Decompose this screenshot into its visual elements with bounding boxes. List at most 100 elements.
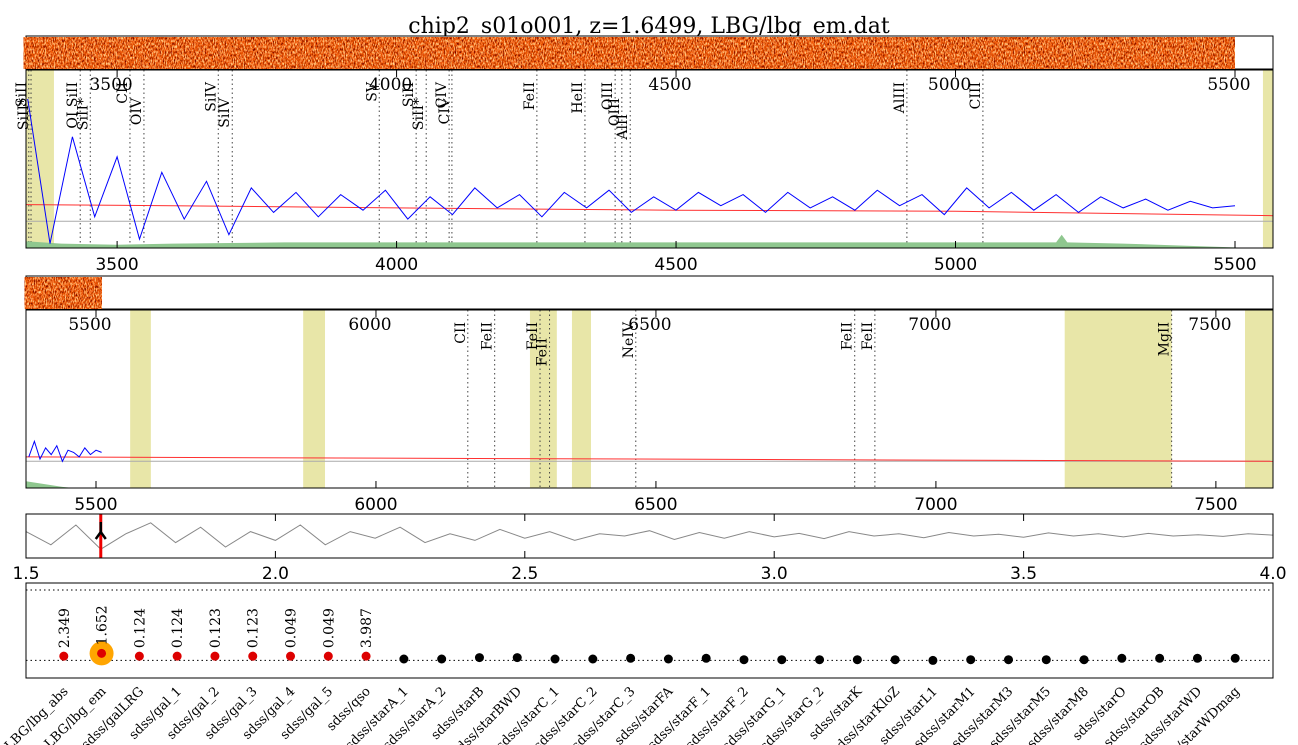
x-tick-label: 3500 [95, 255, 138, 275]
series-line [26, 456, 1273, 462]
shaded-region [1262, 70, 1273, 248]
line-label: OI SiII [65, 82, 81, 129]
score-label: 0.124 [132, 608, 148, 648]
line-label: FeII [535, 338, 551, 366]
x-tick-label: 4500 [654, 255, 697, 275]
score-label: 1.652 [95, 605, 111, 645]
top-tick-label: 7500 [1188, 315, 1231, 335]
template-point [1230, 653, 1240, 663]
x-tick-label: 1.5 [12, 564, 39, 584]
top-tick-label: 4000 [369, 75, 412, 95]
top-tick-label: 7000 [908, 315, 951, 335]
x-tick-label: 5500 [74, 495, 117, 515]
series-line [27, 98, 1236, 244]
series-line [28, 439, 102, 463]
template-point [701, 653, 711, 663]
series-line [26, 522, 1273, 550]
top-tick-label: 6000 [348, 315, 391, 335]
x-tick-label: 2.5 [511, 564, 538, 584]
line-label: CIII [968, 82, 984, 109]
template-point [588, 654, 598, 664]
line-label: CII [453, 322, 469, 344]
line-label: HeII [570, 82, 586, 114]
template-point [550, 654, 560, 664]
x-tick-label: 7000 [914, 495, 957, 515]
template-point [626, 653, 636, 663]
line-label: CIV [434, 81, 450, 108]
top-tick-label: 4500 [648, 75, 691, 95]
template-point [777, 655, 787, 665]
shaded-region [1245, 310, 1273, 488]
plot-frame [25, 309, 1274, 489]
top-tick-label: 3500 [89, 75, 132, 95]
shaded-region [571, 310, 591, 488]
template-point [1041, 655, 1051, 665]
template-point [248, 651, 258, 661]
plot-area [26, 70, 1273, 248]
x-tick-label: 2.0 [262, 564, 289, 584]
template-point [286, 651, 296, 661]
template-point [361, 651, 371, 661]
score-label: 0.123 [246, 608, 262, 648]
x-tick-label: 7500 [1194, 495, 1237, 515]
score-label: 2.349 [57, 608, 73, 648]
template-point [1192, 653, 1202, 663]
template-point [134, 651, 144, 661]
top-tick-label: 5500 [1207, 75, 1250, 95]
line-label: SiII [401, 82, 417, 107]
plot-frame [25, 69, 1274, 249]
template-point [890, 655, 900, 665]
x-tick-label: 3.0 [761, 564, 788, 584]
template-point [474, 653, 484, 663]
line-label: SiII* [16, 98, 32, 130]
shaded-region [1064, 310, 1172, 488]
top-tick-label: 6500 [628, 315, 671, 335]
line-label: CIV [437, 97, 453, 124]
redshift-pointer [94, 522, 107, 540]
line-label: FeII [840, 322, 856, 350]
strip-image [24, 277, 102, 309]
line-label: OIV [129, 97, 145, 125]
template-point [1003, 655, 1013, 665]
plot-frame [25, 582, 1274, 679]
line-label: FeII [522, 82, 538, 110]
line-label: OIII [607, 98, 623, 126]
strip-image [23, 37, 1235, 69]
line-label: SiII* [75, 98, 91, 130]
template-point [966, 655, 976, 665]
template-point [59, 651, 69, 661]
plot-area [26, 514, 1273, 558]
template-point [1155, 653, 1165, 663]
shaded-region [303, 310, 326, 488]
x-tick-label: 6000 [354, 495, 397, 515]
line-label: AlIII [892, 82, 908, 114]
score-label: 0.049 [284, 608, 300, 648]
score-label: 0.124 [170, 608, 186, 648]
line-label: FeII [480, 322, 496, 350]
line-label: SiIV [203, 81, 219, 112]
x-tick-label: 4.0 [1259, 564, 1286, 584]
template-point [437, 654, 447, 664]
template-point [512, 653, 522, 663]
template-point [739, 655, 749, 665]
line-label: SiIV [217, 97, 233, 128]
noise-area [26, 481, 74, 488]
plot-area [26, 310, 1273, 488]
noise-area [26, 234, 1252, 248]
line-label: SV [364, 81, 380, 102]
template-point [323, 651, 333, 661]
top-tick-label: 5000 [928, 75, 971, 95]
strip-frame [25, 275, 1274, 310]
template-point [172, 651, 182, 661]
template-point [1117, 653, 1127, 663]
template-point [815, 655, 825, 665]
x-tick-label: 3.5 [1010, 564, 1037, 584]
line-label: MgII [1157, 322, 1173, 356]
line-label: NeIV [621, 321, 637, 358]
shaded-region [26, 70, 54, 248]
top-tick-label: 5500 [68, 315, 111, 335]
series-line [26, 204, 1273, 217]
line-label: FeII [525, 322, 541, 350]
template-point [399, 654, 409, 664]
x-tick-label: 4000 [375, 255, 418, 275]
